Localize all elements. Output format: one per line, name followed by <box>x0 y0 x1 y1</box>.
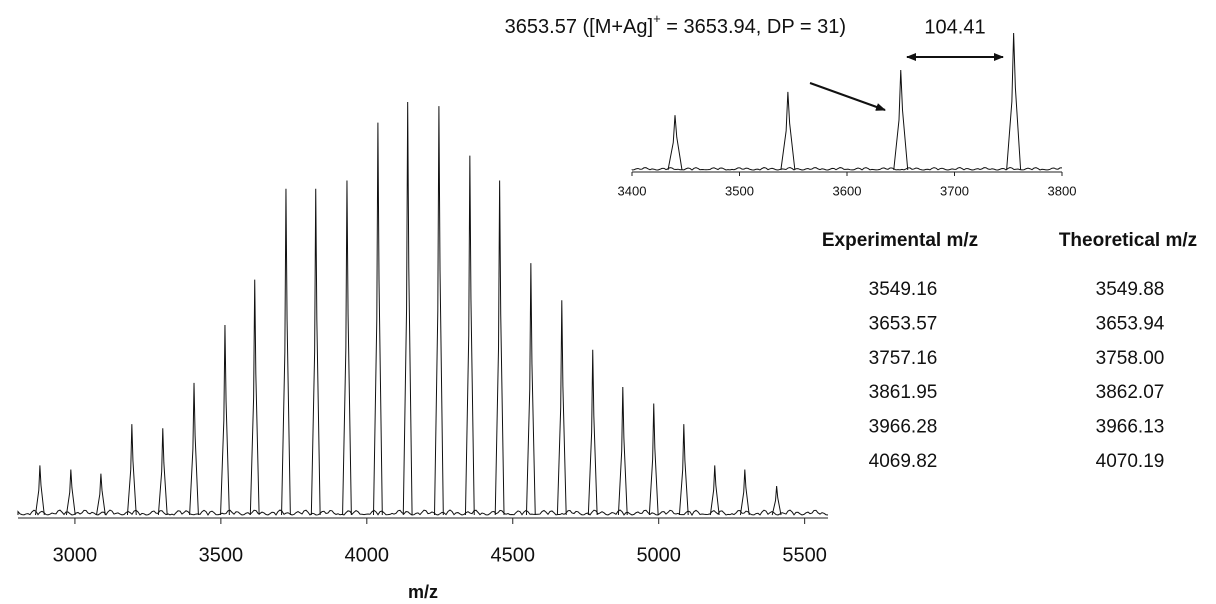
x-tick-label: 5000 <box>636 544 681 566</box>
peak <box>709 465 720 516</box>
table-cell: 3862.07 <box>1096 382 1165 403</box>
peak <box>157 428 168 516</box>
peak <box>373 122 383 516</box>
peak-annotation-rest: = 3653.94, DP = 31) <box>661 16 846 38</box>
peak <box>434 106 444 516</box>
table-cell: 3653.94 <box>1096 313 1165 334</box>
table-cell: 4070.19 <box>1096 451 1165 472</box>
x-tick-label: 3000 <box>53 544 98 566</box>
peak <box>65 469 76 516</box>
table-cell: 3549.88 <box>1096 279 1165 300</box>
table-cell: 3757.16 <box>869 348 938 369</box>
x-tick-label: 5500 <box>782 544 827 566</box>
peak-annotation-sup: + <box>653 11 661 26</box>
baseline-noise <box>631 166 1063 171</box>
peak-annotation: 3653.57 ([M+Ag]+ = 3653.94, DP = 31) <box>505 11 846 38</box>
peak <box>402 101 413 516</box>
peak <box>1006 32 1022 171</box>
table: Experimental m/z Theoretical m/z 3549.16… <box>822 230 1197 472</box>
peak <box>587 349 598 516</box>
table-cell: 3653.57 <box>869 313 938 334</box>
peak <box>220 325 230 516</box>
x-tick-label: 4000 <box>345 544 390 566</box>
table-cell: 3549.16 <box>869 279 938 300</box>
peak <box>556 300 567 516</box>
peak <box>189 382 199 516</box>
x-axis-label: m/z <box>408 582 438 602</box>
peak-annotation-main: 3653.57 ([M+Ag] <box>505 16 653 38</box>
peak <box>739 469 750 516</box>
baseline-noise <box>17 509 829 516</box>
table-header: Theoretical m/z <box>1059 230 1197 251</box>
annotation-arrow <box>809 82 886 111</box>
peak <box>464 155 475 516</box>
peak <box>648 403 659 516</box>
x-tick-label: 3700 <box>940 183 969 198</box>
peak <box>96 473 106 516</box>
peak <box>126 424 137 516</box>
peak <box>678 424 689 516</box>
x-tick-label: 3800 <box>1048 183 1077 198</box>
peak <box>281 188 291 516</box>
peak <box>34 465 45 516</box>
peak <box>342 180 352 516</box>
x-tick-label: 4500 <box>491 544 536 566</box>
table-cell: 4069.82 <box>869 451 938 472</box>
peak <box>893 69 909 171</box>
peak <box>525 263 536 516</box>
peak <box>780 91 796 171</box>
peak <box>494 180 505 516</box>
x-tick-label: 3500 <box>725 183 754 198</box>
table-cell: 3966.13 <box>1096 417 1165 438</box>
peak <box>617 386 628 516</box>
inset-spectrum: 3400 3500 3600 3700 3800 <box>618 32 1077 198</box>
main-spectrum: 3000 3500 4000 4500 5000 5500 <box>17 101 829 566</box>
peak <box>771 486 782 516</box>
x-tick-label: 3500 <box>199 544 244 566</box>
table-cell: 3758.00 <box>1096 348 1165 369</box>
x-tick-label: 3400 <box>618 183 647 198</box>
table-cell: 3966.28 <box>869 417 938 438</box>
peak <box>310 188 321 516</box>
x-tick-label: 3600 <box>833 183 862 198</box>
peak <box>249 279 260 516</box>
table-header: Experimental m/z <box>822 230 978 251</box>
spacing-annotation: 104.41 <box>924 16 985 38</box>
peak <box>667 115 683 171</box>
table-cell: 3861.95 <box>869 382 938 403</box>
